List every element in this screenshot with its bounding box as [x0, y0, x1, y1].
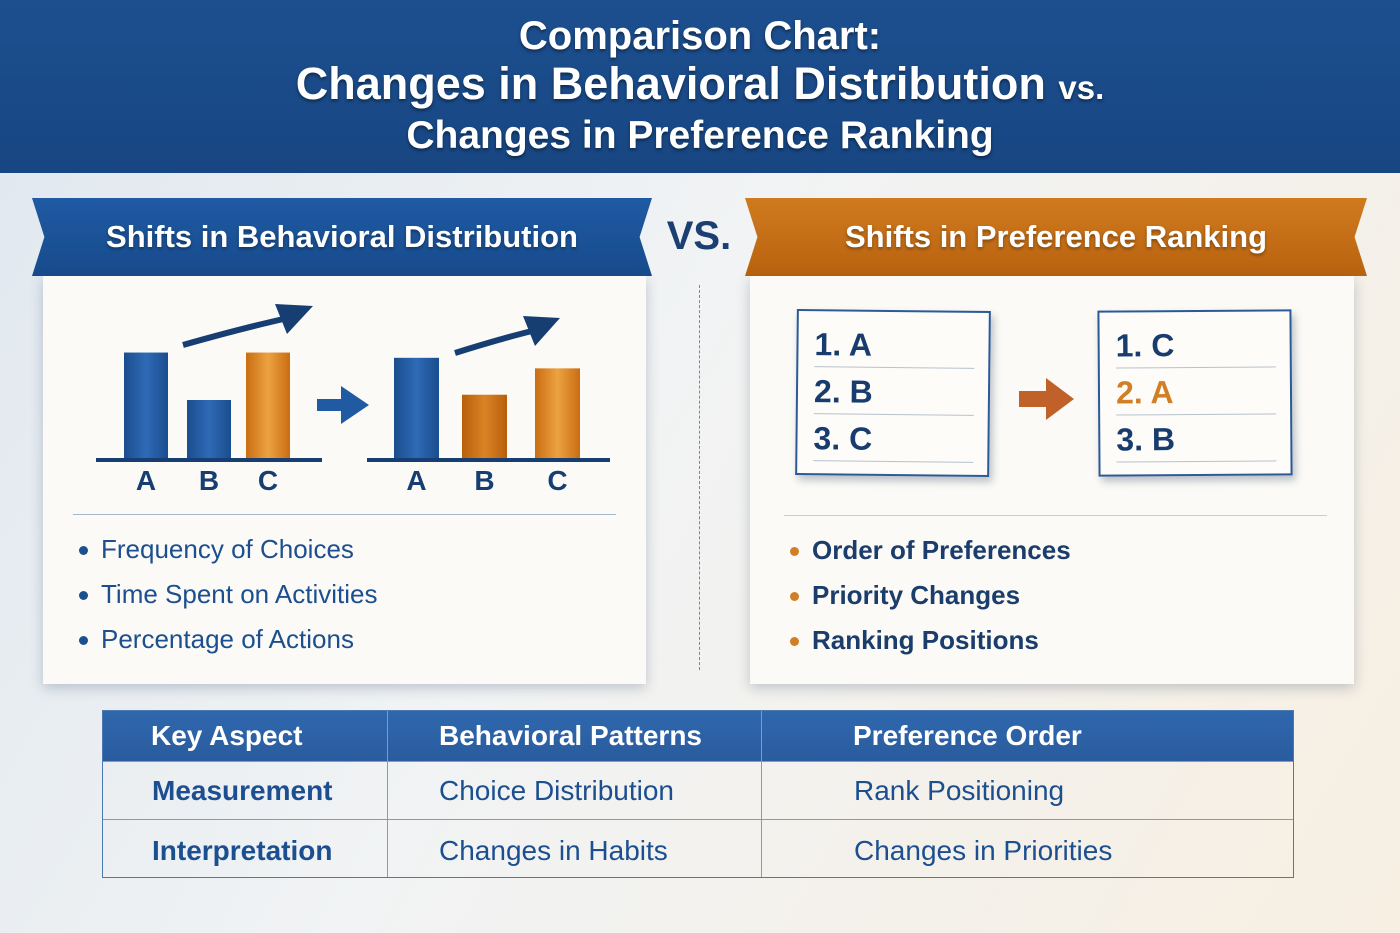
category-label: A: [136, 465, 156, 496]
table-header-cell: Behavioral Patterns: [439, 720, 702, 751]
vs-label: VS.: [666, 214, 732, 258]
list-item-label: Ranking Positions: [812, 625, 1039, 655]
page-title-line-2: Changes in Behavioral Distribution vs.: [0, 58, 1400, 110]
list-item-label: Frequency of Choices: [101, 534, 354, 564]
bullet-dot-icon: [790, 637, 799, 646]
list-item: Time Spent on Activities: [75, 572, 378, 617]
list-item: Priority Changes: [786, 573, 1071, 618]
behavioral-panel: A B C A B C Frequency of Choices Time Spent o…: [43, 276, 646, 684]
bullet-dot-icon: [790, 547, 799, 556]
category-label: B: [199, 465, 219, 496]
list-item-label: Order of Preferences: [812, 535, 1071, 565]
table-cell: Rank Positioning: [854, 775, 1065, 806]
category-label: C: [547, 465, 567, 496]
bullet-dot-icon: [790, 592, 799, 601]
list-item-label: Time Spent on Activities: [101, 579, 378, 609]
center-divider: [699, 285, 700, 670]
table-cell: Changes in Priorities: [854, 835, 1113, 866]
table-column-divider: [761, 711, 762, 877]
table-cell: Choice Distribution: [439, 775, 674, 806]
list-item: Ranking Positions: [786, 618, 1071, 663]
rank-item-highlighted: 2. A: [1115, 368, 1277, 416]
table-cell: Changes in Habits: [439, 835, 668, 866]
list-item: Percentage of Actions: [75, 617, 378, 662]
list-item: Order of Preferences: [786, 528, 1071, 573]
category-label: B: [474, 465, 494, 496]
rank-item: 3. B: [1116, 415, 1277, 463]
table-header: [103, 711, 1293, 761]
table-row-divider: [103, 761, 1293, 762]
page-title-vs: vs.: [1058, 69, 1105, 106]
preference-panel: 1. A 2. B 3. C 1. C 2. A 3. B Order of P…: [750, 276, 1354, 684]
baseline-before: [96, 458, 322, 462]
list-item-label: Priority Changes: [812, 580, 1021, 610]
ranking-arrow-icon: [1019, 378, 1074, 420]
table-row-header: Measurement: [152, 775, 333, 806]
rank-item: 3. C: [813, 415, 974, 463]
rank-item: 1. C: [1115, 321, 1276, 369]
bar-before-c: [246, 352, 290, 458]
page-title-line-1: Comparison Chart:: [518, 14, 882, 58]
table-column-divider: [387, 711, 388, 877]
bar-after-a: [394, 357, 439, 458]
page-title-main: Changes in Behavioral Distribution: [295, 58, 1046, 109]
left-separator: [73, 514, 616, 515]
category-label: C: [258, 465, 278, 496]
bullet-dot-icon: [79, 591, 88, 600]
category-label: A: [406, 465, 426, 496]
ranking-before-card: 1. A 2. B 3. C: [795, 308, 991, 478]
left-banner: Shifts in Behavioral Distribution: [32, 198, 652, 276]
comparison-table: Key Aspect Behavioral Patterns Preferenc…: [102, 710, 1294, 878]
table-header-cell: Key Aspect: [151, 720, 303, 751]
table-row-divider: [103, 819, 1293, 820]
trend-arrow-before-icon: [182, 304, 313, 348]
ranking-after-card: 1. C 2. A 3. B: [1097, 309, 1293, 477]
trend-arrow-after-icon: [454, 316, 560, 356]
preference-bullet-list: Order of Preferences Priority Changes Ra…: [786, 528, 1071, 663]
bar-before-b: [187, 400, 231, 458]
bar-before-a: [124, 352, 168, 458]
page-title-line-3: Changes in Preference Ranking: [406, 114, 994, 157]
bar-after-b: [462, 394, 507, 458]
right-separator: [784, 515, 1327, 516]
table-header-cell: Preference Order: [853, 720, 1082, 751]
bar-after-c: [535, 368, 580, 458]
right-banner: Shifts in Preference Ranking: [745, 198, 1367, 276]
list-item-label: Percentage of Actions: [101, 624, 354, 654]
page-header: Comparison Chart: Changes in Behavioral …: [0, 0, 1400, 173]
behavioral-bullet-list: Frequency of Choices Time Spent on Activ…: [75, 527, 378, 662]
transition-arrow-icon: [317, 386, 369, 424]
list-item: Frequency of Choices: [75, 527, 378, 572]
bullet-dot-icon: [79, 636, 88, 645]
bullet-dot-icon: [79, 546, 88, 555]
table-row-header: Interpretation: [152, 835, 333, 866]
baseline-after: [367, 458, 610, 462]
rank-item: 2. B: [813, 368, 975, 416]
rank-item: 1. A: [814, 321, 975, 369]
